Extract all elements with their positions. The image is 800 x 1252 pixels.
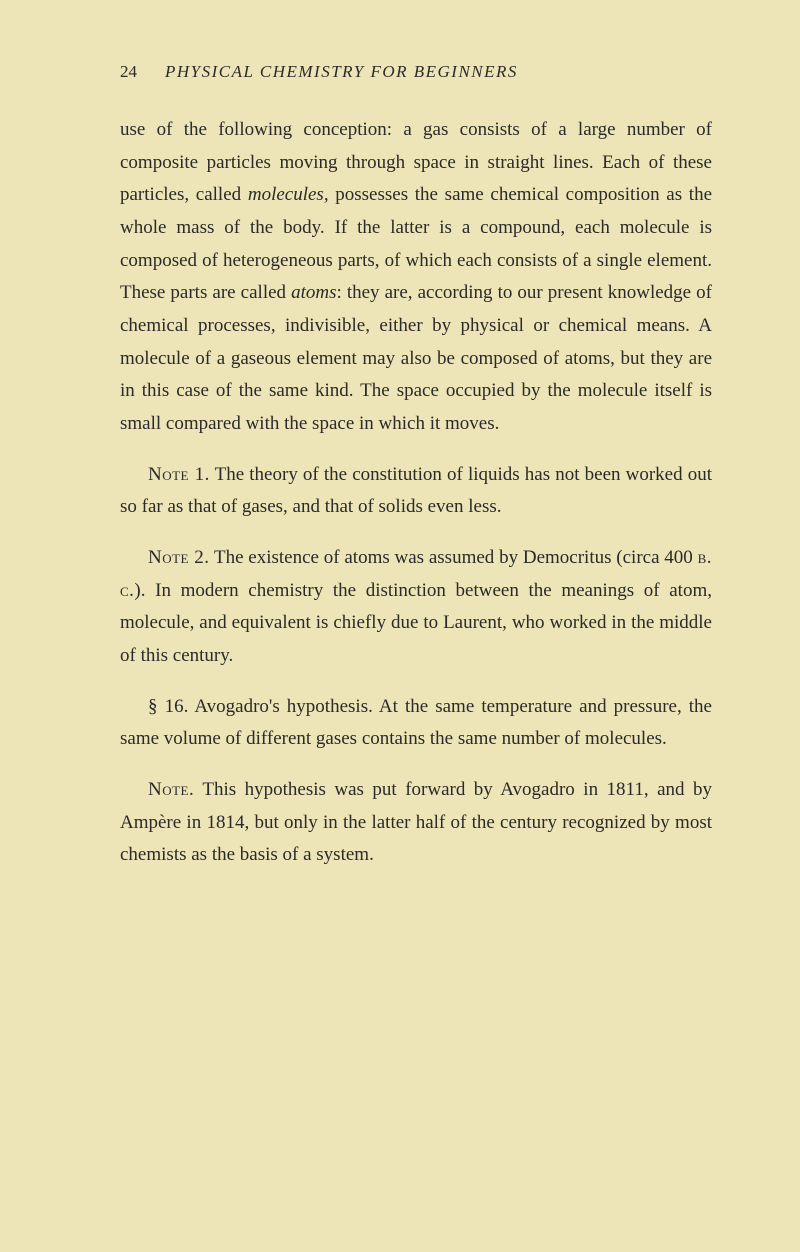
italic-term-atoms: atoms [291,282,336,303]
section-heading: § 16. Avogadro's hypothesis. [148,696,373,717]
paragraph-section-16: § 16. Avogadro's hypothesis. At the same… [120,691,712,756]
note-label: Note 2. [148,547,210,568]
text-segment: The existence of atoms was assumed by De… [210,547,698,568]
paragraph-note-footer: Note. This hypothesis was put forward by… [120,774,712,872]
italic-term-molecules: molecules, [248,184,329,205]
paragraph-1: use of the following conception: a gas c… [120,114,712,441]
paragraph-note-1: Note 1. The theory of the constitution o… [120,459,712,524]
page-header: 24 PHYSICAL CHEMISTRY FOR BEGINNERS [120,62,712,82]
paragraph-note-2: Note 2. The existence of atoms was assum… [120,542,712,673]
running-title: PHYSICAL CHEMISTRY FOR BEGINNERS [165,62,518,82]
text-segment: : they are, according to our present kno… [120,282,712,434]
text-segment: ). In modern chemistry the distinction b… [120,580,712,666]
text-segment: This hypothesis was put forward by Avoga… [120,779,712,865]
note-label: Note. [148,779,194,800]
note-label: Note 1. [148,464,210,485]
page-number: 24 [120,62,137,82]
